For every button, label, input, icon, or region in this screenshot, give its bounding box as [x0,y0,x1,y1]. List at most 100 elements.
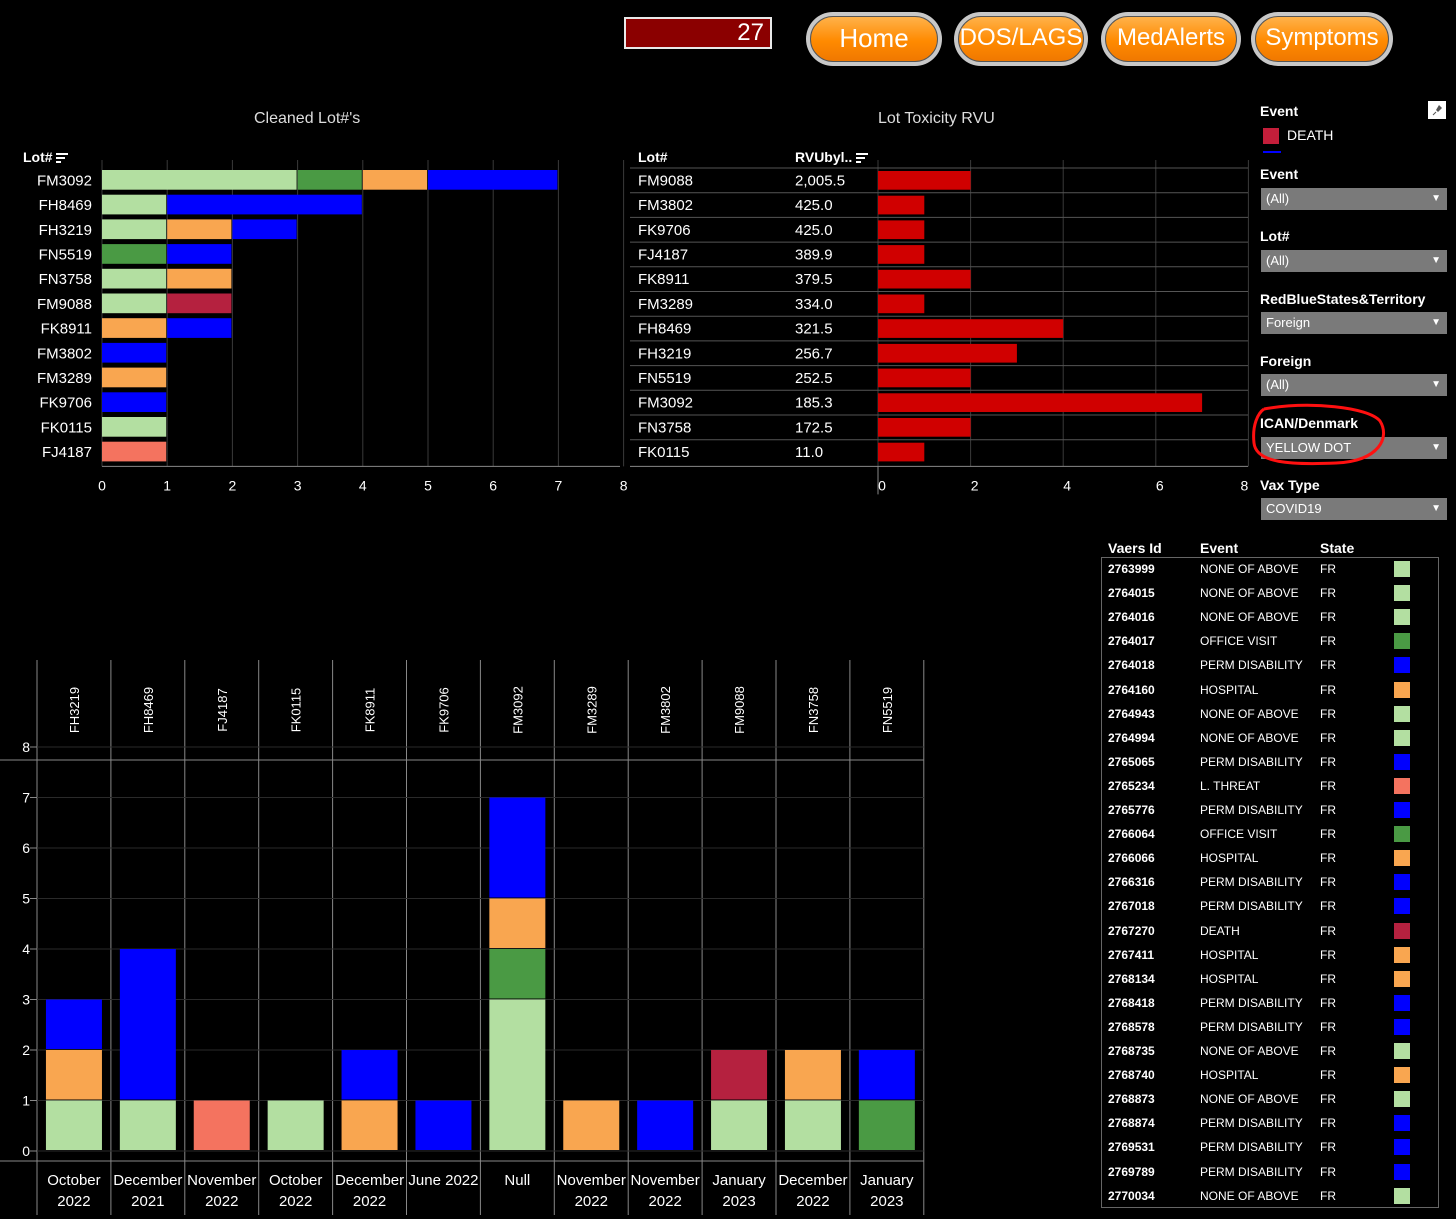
filter-vaxtype-dropdown[interactable]: COVID19 ▼ [1261,498,1447,520]
state-cell: FR [1320,803,1336,817]
table-row[interactable]: 2766066 HOSPITAL FR [1101,846,1439,870]
cleaned-lots-lot-header[interactable]: Lot# [23,149,69,165]
table-row[interactable]: 2766064 OFFICE VISIT FR [1101,822,1439,846]
cleaned-lots-chart: FM3092 FH8469 FH3219 FN5519 FN3758 FM9088 FK89… [37,160,628,493]
rvu-value: 185.3 [795,395,833,412]
table-row[interactable]: 2764160 HOSPITAL FR [1101,678,1439,702]
col-header-state[interactable]: State [1320,540,1355,556]
bar-segment [102,417,167,437]
table-row[interactable]: 2763999 NONE OF ABOVE FR [1101,557,1439,581]
date-year-label: 2023 [722,1193,755,1210]
lot-header-label: FM3092 [510,686,525,734]
date-year-label: 2023 [870,1193,903,1210]
table-row[interactable]: 2764994 NONE OF ABOVE FR [1101,726,1439,750]
table-row[interactable]: 2765234 L. THREAT FR [1101,774,1439,798]
filter-lot-label: Lot# [1260,228,1290,244]
date-label: October [269,1172,322,1189]
home-button[interactable]: Home [806,12,942,66]
col-header-event[interactable]: Event [1200,540,1239,556]
bar-segment [167,219,232,240]
pin-icon[interactable] [1428,101,1446,119]
table-row[interactable]: 2767018 PERM DISABILITY FR [1101,894,1439,918]
vaers-id-cell: 2768740 [1108,1068,1155,1083]
toxicity-rvu-header[interactable]: RVUbyl.. [795,149,869,165]
tox-lot-label: FM3802 [638,197,693,214]
date-label: January [712,1172,766,1189]
filter-redblue-dropdown[interactable]: Foreign ▼ [1261,312,1447,334]
state-cell: FR [1320,754,1336,769]
filter-event-dropdown[interactable]: (All) ▼ [1261,188,1447,210]
symptoms-button-label: Symptoms [1255,16,1389,62]
table-row[interactable]: 2765776 PERM DISABILITY FR [1101,798,1439,822]
table-row[interactable]: 2764018 PERM DISABILITY FR [1101,653,1439,677]
vaers-id-cell: 2768874 [1108,1116,1155,1131]
event-color-swatch [1394,1067,1410,1084]
table-row[interactable]: 2764016 NONE OF ABOVE FR [1101,605,1439,629]
table-row[interactable]: 2770034 NONE OF ABOVE FR [1101,1184,1439,1208]
lot-header-label: FM3802 [658,686,673,734]
x-tick-label: 2 [971,477,979,493]
event-cell: HOSPITAL [1200,947,1259,962]
date-year-label: 2022 [796,1193,829,1210]
table-row[interactable]: 2768740 HOSPITAL FR [1101,1063,1439,1087]
table-row[interactable]: 2764943 NONE OF ABOVE FR [1101,702,1439,726]
bar-segment [167,244,232,264]
medalerts-button[interactable]: MedAlerts [1101,12,1241,66]
table-row[interactable]: 2768735 NONE OF ABOVE FR [1101,1039,1439,1063]
bar-segment [102,293,167,314]
bar-segment [428,170,558,190]
tox-lot-label: FM3289 [638,296,693,313]
table-row[interactable]: 2768134 HOSPITAL FR [1101,967,1439,991]
table-row[interactable]: 2768873 NONE OF ABOVE FR [1101,1087,1439,1111]
sort-icon[interactable] [856,153,869,164]
table-row[interactable]: 2766316 PERM DISABILITY FR [1101,870,1439,894]
symptoms-button[interactable]: Symptoms [1251,12,1393,66]
event-color-swatch [1394,1018,1410,1035]
rvu-bar [878,245,925,264]
state-cell: FR [1320,706,1336,721]
state-cell: FR [1320,1140,1336,1155]
y-tick-label: 0 [22,1143,30,1159]
col-header-vaers-id[interactable]: Vaers Id [1108,540,1162,556]
legend-death-swatch[interactable] [1263,128,1279,144]
table-row[interactable]: 2769789 PERM DISABILITY FR [1101,1160,1439,1184]
table-row[interactable]: 2767270 DEATH FR [1101,919,1439,943]
filter-foreign-dropdown[interactable]: (All) ▼ [1261,374,1447,396]
rvu-value: 256.7 [795,345,833,362]
state-cell: FR [1320,1116,1336,1131]
bar-segment [102,170,297,190]
sort-icon[interactable] [56,153,69,164]
rvu-bar [878,418,971,437]
filter-ican-dropdown[interactable]: YELLOW DOT ▼ [1261,437,1447,459]
table-row[interactable]: 2768874 PERM DISABILITY FR [1101,1111,1439,1135]
event-cell: PERM DISABILITY [1200,899,1303,914]
table-row[interactable]: 2765065 PERM DISABILITY FR [1101,750,1439,774]
bar-segment [119,949,176,1100]
chevron-down-icon: ▼ [1431,503,1441,514]
dos-lags-button[interactable]: DOS/LAGS [954,12,1088,66]
state-cell: FR [1320,899,1336,914]
date-label: December [335,1172,404,1189]
date-year-label: 2022 [353,1193,386,1210]
filter-lot-dropdown[interactable]: (All) ▼ [1261,250,1447,272]
table-row[interactable]: 2768578 PERM DISABILITY FR [1101,1015,1439,1039]
table-row[interactable]: 2768418 PERM DISABILITY FR [1101,991,1439,1015]
bar-segment [784,1100,841,1150]
table-border [1101,557,1439,1208]
home-button-label: Home [810,16,938,62]
toxicity-lot-header[interactable]: Lot# [638,149,668,165]
event-color-swatch [1394,1139,1410,1156]
table-row[interactable]: 2769531 PERM DISABILITY FR [1101,1135,1439,1159]
lot-header-label: FH3219 [67,687,82,733]
rvu-value: 334.0 [795,296,833,313]
lot-label: FN3758 [39,271,92,288]
event-color-swatch [1394,657,1410,674]
table-row[interactable]: 2764015 NONE OF ABOVE FR [1101,581,1439,605]
legend-death-label[interactable]: DEATH [1287,127,1334,143]
bar-segment [167,318,232,338]
event-color-swatch [1394,898,1410,915]
table-row[interactable]: 2767411 HOSPITAL FR [1101,943,1439,967]
lot-header-label: FJ4187 [215,688,230,731]
table-row[interactable]: 2764017 OFFICE VISIT FR [1101,629,1439,653]
state-cell: FR [1320,682,1336,697]
